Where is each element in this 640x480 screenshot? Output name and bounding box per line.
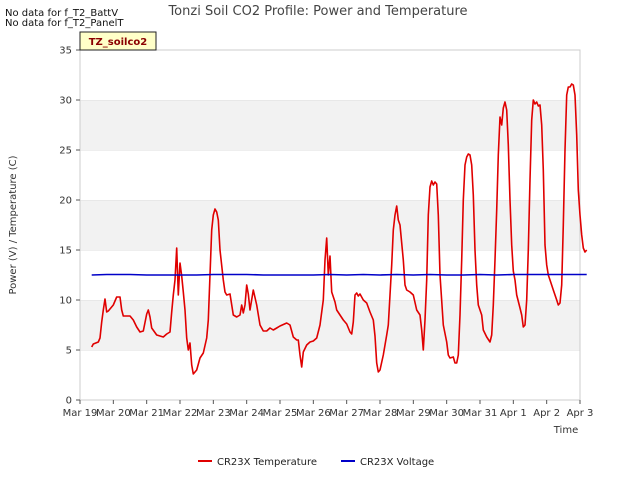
x-tick-label: Mar 25 (263, 408, 298, 419)
x-tick-label: Mar 21 (129, 408, 164, 419)
grid-band (80, 350, 580, 400)
y-axis-label: Power (V) / Temperature (C) (8, 155, 19, 294)
plot-frame (79, 49, 581, 401)
x-tick-label: Mar 26 (296, 408, 331, 419)
x-tick-label: Mar 29 (396, 408, 431, 419)
x-tick-label: Mar 28 (363, 408, 398, 419)
no-data-notice-panelt: No data for f_T2_PanelT (5, 18, 124, 29)
y-tick-label: 35 (59, 46, 72, 57)
series-line-temperature (90, 83, 588, 375)
chart-title: Tonzi Soil CO2 Profile: Power and Temper… (167, 4, 467, 19)
x-axis-label: Time (553, 425, 578, 436)
y-tick-label: 10 (59, 296, 72, 307)
series-line-voltage (91, 273, 587, 276)
x-tick-label: Mar 24 (229, 408, 264, 419)
grid-band (80, 50, 580, 100)
site-tag: TZ_soilco2 (79, 31, 157, 51)
y-tick-label: 5 (66, 346, 72, 357)
grid-band (80, 300, 580, 350)
site-tag-label: TZ_soilco2 (89, 37, 148, 48)
y-tick-label: 15 (59, 246, 72, 257)
legend-label-temperature: CR23X Temperature (217, 457, 317, 468)
y-axis-ticks: 0 5 10 15 20 25 30 35 (59, 46, 80, 407)
x-tick-label: Mar 20 (96, 408, 131, 419)
y-tick-label: 30 (59, 96, 72, 107)
x-tick-label: Mar 22 (163, 408, 198, 419)
x-tick-label: Mar 19 (63, 408, 98, 419)
series-lines (90, 83, 588, 375)
grid-band (80, 150, 580, 200)
site-tag-box (79, 31, 157, 51)
x-tick-label: Mar 27 (329, 408, 364, 419)
legend: CR23X Temperature CR23X Voltage (198, 457, 434, 468)
x-tick-label: Apr 3 (567, 408, 594, 419)
x-tick-label: Mar 23 (196, 408, 231, 419)
grid-band (80, 200, 580, 250)
y-tick-label: 0 (66, 396, 72, 407)
x-tick-label: Mar 31 (463, 408, 498, 419)
grid-band (80, 100, 580, 150)
x-tick-label: Apr 1 (500, 408, 527, 419)
legend-label-voltage: CR23X Voltage (360, 457, 434, 468)
no-data-notice-battv: No data for f_T2_BattV (5, 8, 119, 19)
x-tick-label: Mar 30 (429, 408, 464, 419)
y-tick-label: 25 (59, 146, 72, 157)
y-tick-label: 20 (59, 196, 72, 207)
x-tick-label: Apr 2 (533, 408, 560, 419)
